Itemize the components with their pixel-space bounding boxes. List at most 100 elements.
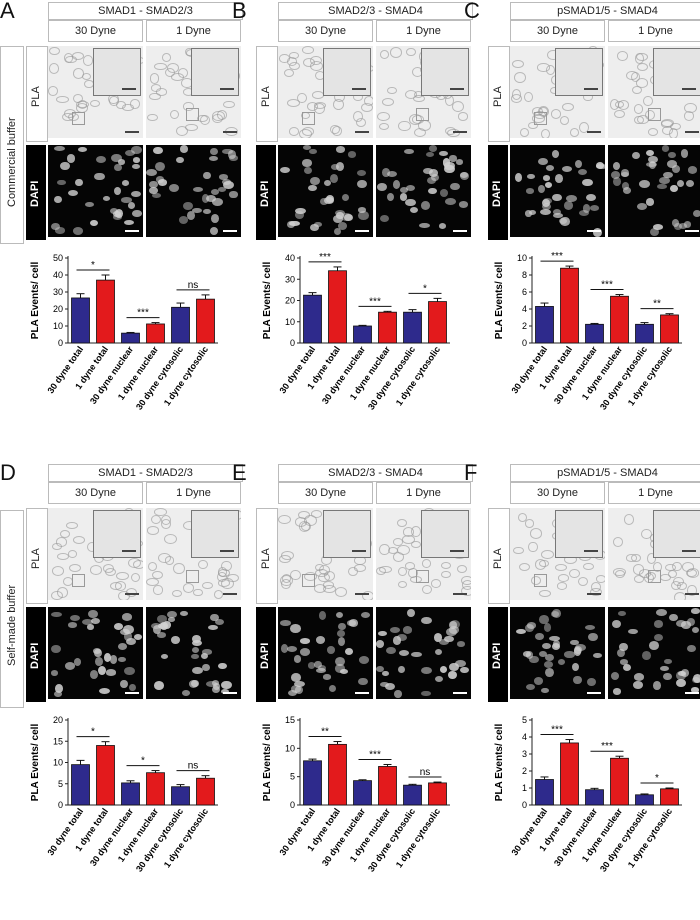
cell-nucleus: [175, 125, 189, 137]
cell-nucleus: [113, 186, 122, 196]
significance-label: ***: [319, 252, 331, 263]
zoom-inset: [555, 510, 603, 558]
cell-nucleus: [633, 575, 645, 584]
condition-label-30-dyne: 30 Dyne: [510, 20, 605, 42]
cell-nucleus: [691, 687, 699, 693]
cell-nucleus: [151, 192, 161, 198]
cell-nucleus: [358, 656, 369, 664]
pla-label-box: PLA: [488, 508, 510, 604]
cell-nucleus: [228, 155, 239, 161]
cell-nucleus: [309, 176, 321, 186]
figure-panel-f: F pSMAD1/5 - SMAD4 30 Dyne 1 Dyne PLA DA…: [464, 460, 700, 912]
cell-nucleus: [120, 680, 128, 689]
cell-nucleus: [573, 647, 582, 657]
condition-label-30-dyne: 30 Dyne: [278, 20, 373, 42]
bar: [660, 314, 679, 344]
cell-nucleus: [185, 123, 199, 132]
cell-nucleus: [615, 570, 626, 579]
cell-nucleus: [556, 582, 568, 591]
cell-nucleus: [386, 86, 397, 95]
cell-nucleus: [123, 219, 135, 226]
cell-nucleus: [320, 198, 328, 206]
cell-nucleus: [297, 510, 310, 520]
pla-image-1-dyne: [146, 508, 241, 600]
cell-nucleus: [446, 627, 458, 637]
cell-nucleus: [171, 589, 182, 597]
dapi-image-1-dyne: [376, 607, 471, 699]
cell-nucleus: [566, 195, 578, 202]
cell-nucleus: [648, 155, 658, 163]
scale-bar: [453, 131, 467, 133]
zoom-inset: [191, 48, 239, 96]
cell-nucleus: [564, 651, 575, 658]
cell-nucleus: [130, 190, 142, 198]
cell-nucleus: [304, 571, 317, 581]
cell-nucleus: [515, 628, 526, 634]
significance-label: ***: [601, 741, 613, 752]
cell-nucleus: [529, 655, 539, 664]
cell-nucleus: [347, 150, 357, 158]
cell-nucleus: [149, 73, 160, 84]
bar: [428, 301, 447, 344]
y-tick-label: 4: [522, 304, 527, 314]
cell-nucleus: [612, 688, 621, 695]
cell-nucleus: [155, 162, 166, 172]
zoom-inset: [555, 48, 603, 96]
scale-bar: [125, 230, 139, 232]
bar: [303, 760, 322, 806]
cell-nucleus: [192, 186, 203, 192]
cell-nucleus: [517, 512, 527, 522]
y-tick-label: 10: [285, 317, 295, 327]
cell-nucleus: [450, 182, 460, 191]
cell-nucleus: [552, 209, 562, 216]
cell-nucleus: [154, 62, 167, 71]
cell-nucleus: [56, 95, 69, 103]
cell-nucleus: [692, 677, 700, 684]
y-tick-label: 30: [285, 274, 295, 284]
cell-nucleus: [56, 552, 70, 561]
cell-nucleus: [357, 169, 366, 176]
cell-nucleus: [688, 166, 698, 174]
y-tick-label: 40: [285, 253, 295, 263]
cell-nucleus: [525, 651, 533, 659]
cell-nucleus: [652, 223, 663, 230]
y-axis-label: PLA Events/ cell: [494, 262, 505, 340]
cell-nucleus: [220, 688, 230, 694]
cell-nucleus: [66, 522, 78, 530]
y-tick-label: 20: [53, 304, 63, 314]
pla-image-30-dyne: [510, 508, 605, 600]
cell-nucleus: [379, 566, 392, 574]
bar: [535, 779, 554, 806]
cell-nucleus: [428, 145, 437, 153]
zoom-inset: [653, 48, 700, 96]
significance-label: *: [91, 260, 95, 271]
cell-nucleus: [164, 556, 175, 565]
cell-nucleus: [125, 588, 137, 598]
cell-nucleus: [202, 193, 210, 203]
cell-nucleus: [668, 128, 678, 138]
scale-bar: [355, 692, 369, 694]
significance-label: *: [141, 756, 145, 767]
cell-nucleus: [589, 205, 600, 212]
y-tick-label: 30: [53, 287, 63, 297]
zoom-inset: [93, 510, 141, 558]
cell-nucleus: [376, 112, 390, 122]
cell-nucleus: [69, 614, 80, 622]
cell-nucleus: [116, 571, 129, 580]
cell-nucleus: [205, 194, 217, 202]
cell-nucleus: [175, 156, 184, 163]
cell-nucleus: [539, 615, 549, 624]
dapi-label-box: DAPI: [488, 607, 508, 702]
pla-label-box: PLA: [26, 508, 48, 604]
cell-nucleus: [616, 648, 625, 658]
panel-letter: C: [464, 0, 480, 23]
cell-nucleus: [95, 155, 107, 164]
bar: [328, 270, 347, 344]
cell-nucleus: [636, 53, 648, 62]
bar: [635, 794, 654, 806]
y-tick-label: 5: [290, 772, 295, 782]
cell-nucleus: [89, 100, 100, 108]
cell-nucleus: [692, 209, 700, 218]
